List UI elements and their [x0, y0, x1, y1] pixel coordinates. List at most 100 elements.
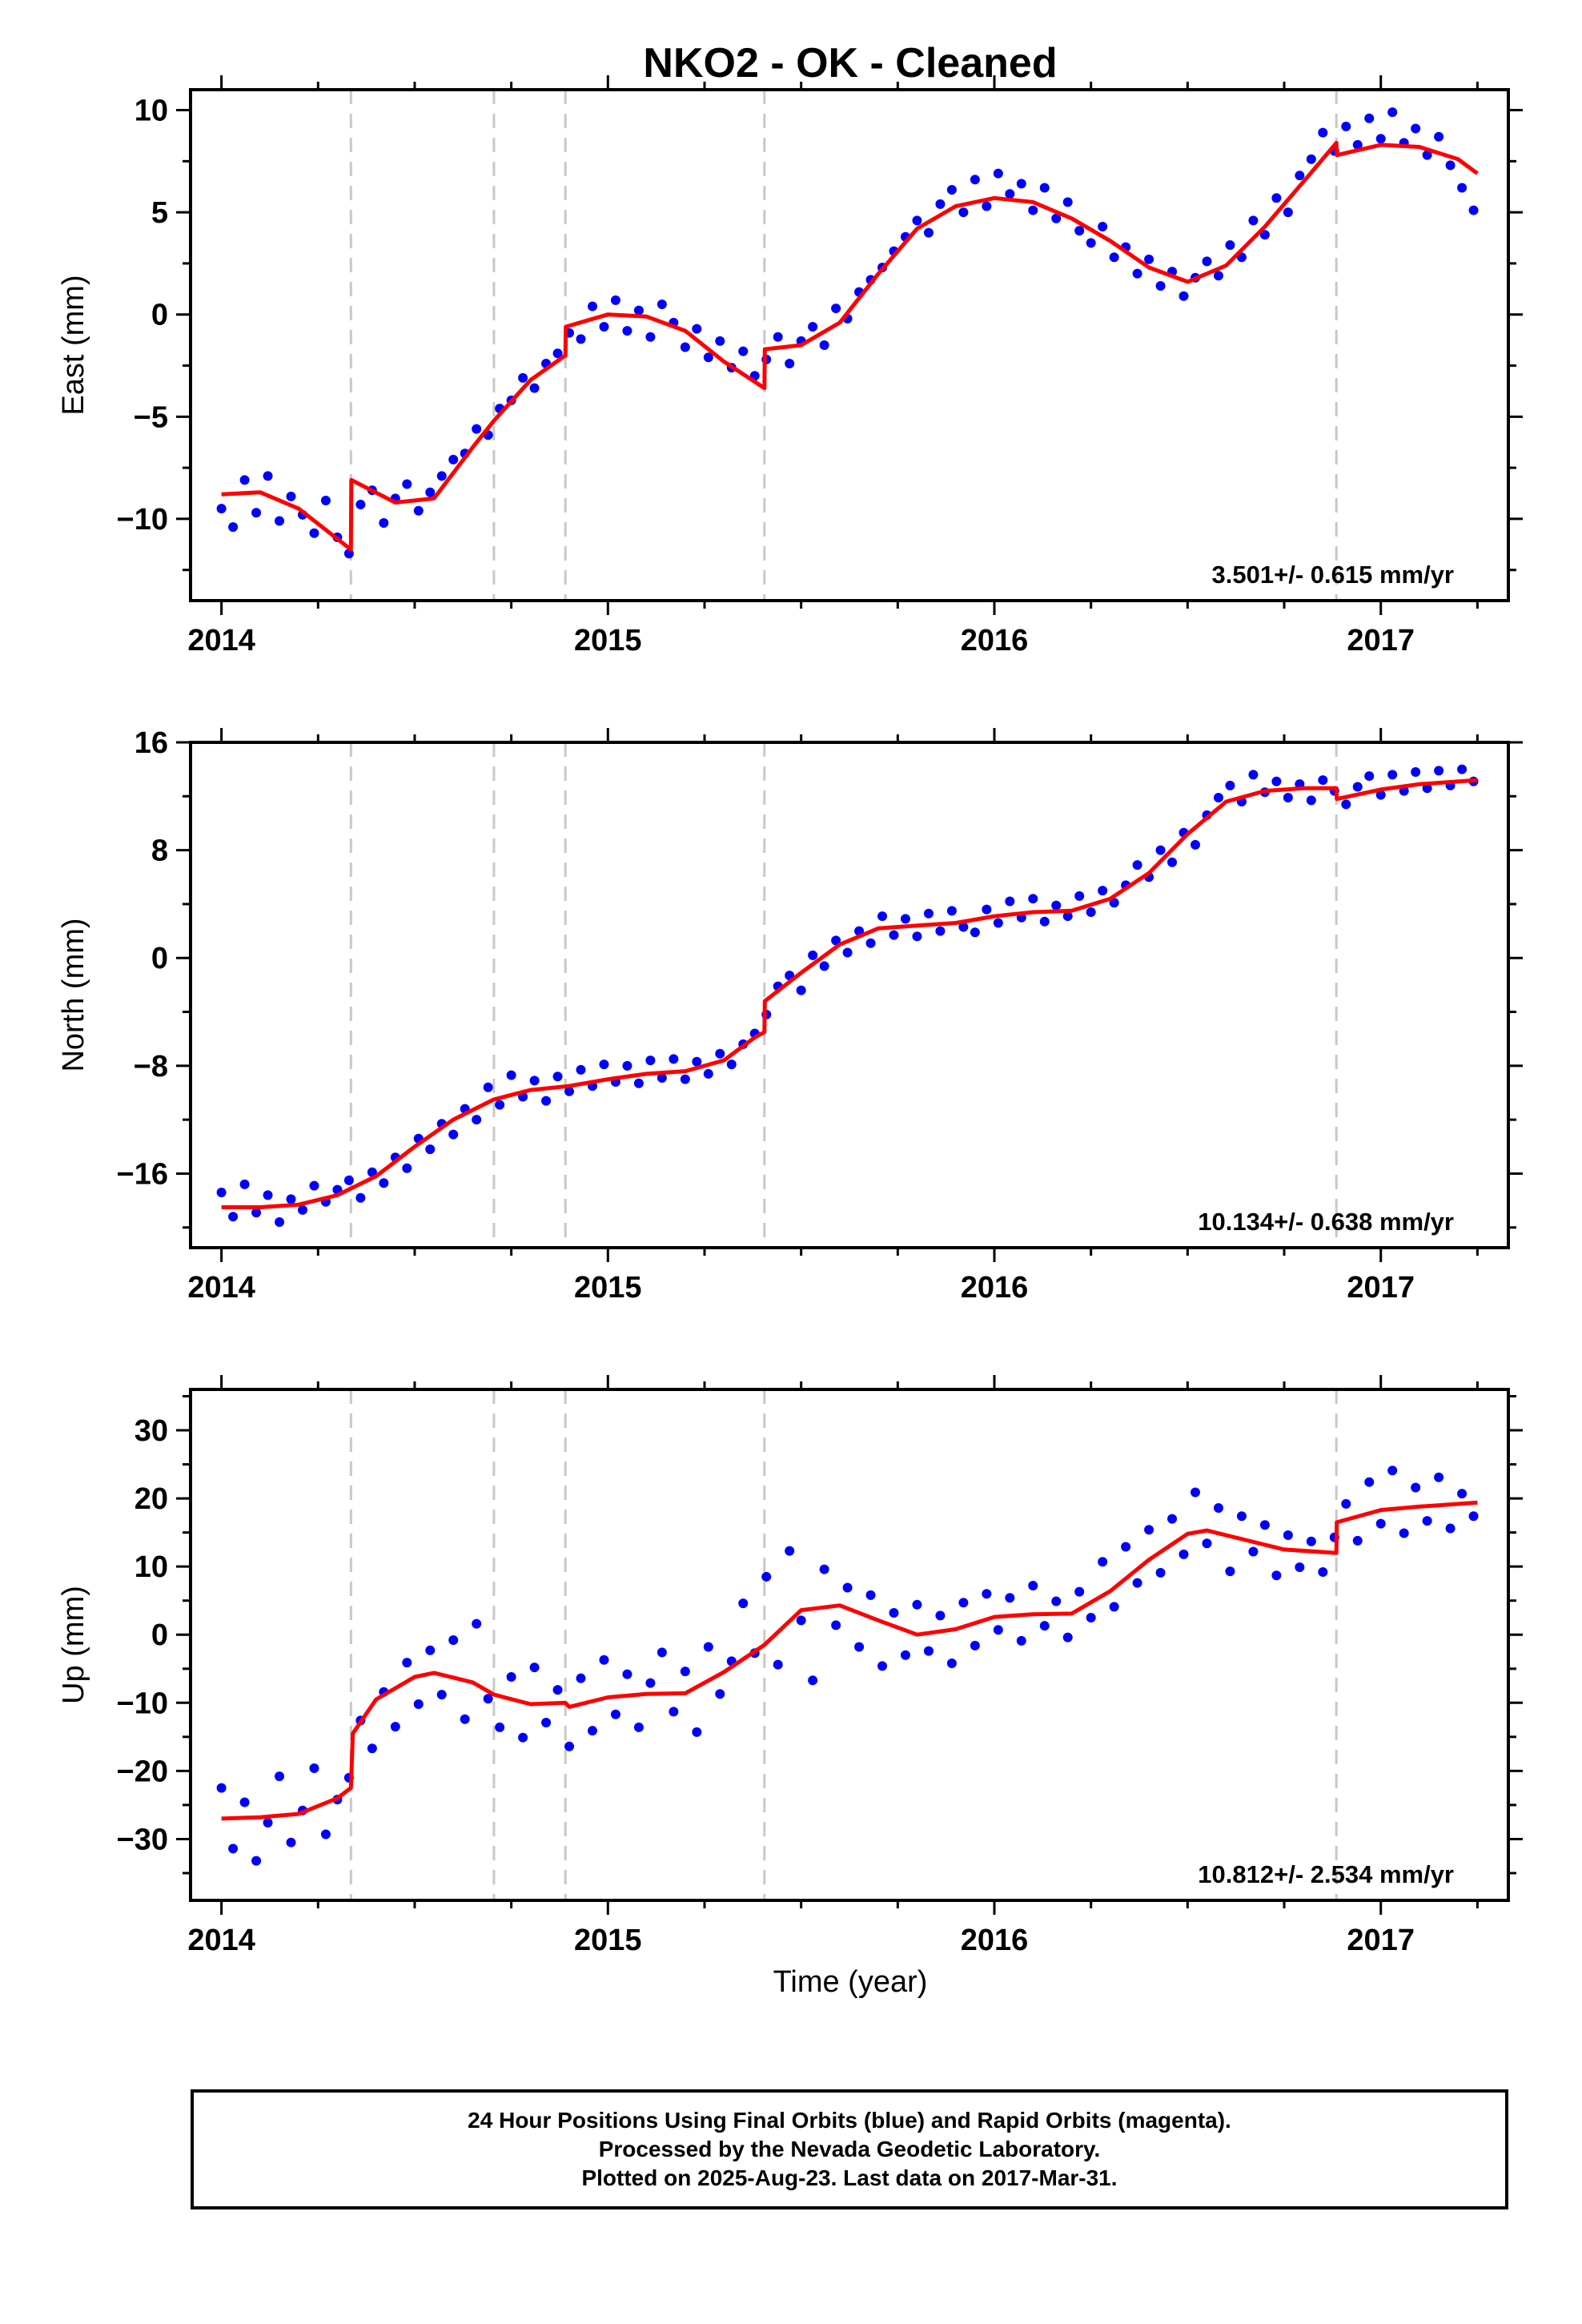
- daily-position-point: [946, 1658, 957, 1668]
- daily-position-point: [1352, 1535, 1363, 1546]
- daily-position-point: [1283, 792, 1293, 802]
- daily-position-point: [819, 961, 829, 971]
- daily-position-point: [982, 904, 992, 915]
- daily-position-point: [286, 1837, 296, 1848]
- daily-position-point: [1225, 239, 1235, 250]
- x-axis-label: Time (year): [773, 1965, 928, 1999]
- daily-position-point: [541, 1717, 552, 1727]
- daily-position-point: [576, 334, 586, 344]
- daily-position-point: [1144, 1525, 1154, 1535]
- daily-position-point: [275, 1771, 285, 1782]
- x-tick-label: 2014: [187, 1924, 255, 1957]
- daily-position-point: [1109, 1602, 1119, 1612]
- daily-position-point: [1457, 1489, 1468, 1499]
- daily-position-point: [379, 1178, 389, 1188]
- daily-position-point: [1341, 1498, 1351, 1509]
- daily-position-point: [1364, 771, 1375, 782]
- rate-annotation: 3.501+/- 0.615 mm/yr: [1212, 561, 1454, 589]
- daily-position-point: [518, 1732, 528, 1743]
- x-tick-label: 2016: [961, 1924, 1029, 1957]
- daily-position-point: [239, 1797, 250, 1807]
- daily-position-point: [402, 1658, 412, 1668]
- daily-position-point: [656, 299, 667, 309]
- daily-position-point: [1318, 1566, 1328, 1577]
- daily-position-point: [425, 487, 436, 497]
- daily-position-point: [819, 340, 829, 350]
- daily-position-point: [413, 1699, 424, 1710]
- daily-position-point: [472, 1618, 482, 1629]
- daily-position-point: [1074, 1586, 1085, 1597]
- daily-position-point: [1364, 1477, 1375, 1487]
- y-tick-label: 30: [135, 1414, 168, 1448]
- daily-position-point: [216, 504, 227, 514]
- daily-position-point: [1236, 1511, 1247, 1522]
- daily-position-point: [1039, 1621, 1050, 1631]
- y-axis-label: North (mm): [57, 918, 90, 1072]
- daily-position-point: [390, 1722, 400, 1732]
- y-tick-label: 10: [135, 94, 168, 128]
- daily-position-point: [495, 1722, 505, 1732]
- daily-position-point: [1062, 1632, 1073, 1642]
- y-tick-label: 16: [135, 726, 168, 760]
- daily-position-point: [645, 1678, 656, 1688]
- daily-position-point: [1005, 189, 1015, 199]
- daily-position-point: [413, 505, 424, 516]
- daily-position-point: [1109, 252, 1119, 263]
- daily-position-point: [958, 922, 969, 932]
- daily-position-point: [831, 1620, 841, 1630]
- y-tick-label: 0: [151, 1618, 168, 1652]
- daily-position-point: [958, 1598, 969, 1608]
- daily-position-point: [529, 383, 540, 393]
- daily-position-point: [982, 201, 992, 211]
- daily-position-point: [785, 358, 795, 368]
- daily-position-point: [1387, 107, 1398, 118]
- daily-position-point: [1074, 891, 1085, 901]
- daily-position-point: [796, 1615, 806, 1626]
- daily-position-point: [1144, 254, 1154, 264]
- daily-position-point: [309, 1180, 319, 1191]
- daily-position-point: [923, 227, 934, 238]
- daily-position-point: [343, 1175, 354, 1185]
- daily-position-point: [1098, 886, 1108, 896]
- daily-position-point: [1005, 896, 1015, 907]
- daily-position-point: [1445, 1523, 1456, 1534]
- daily-position-point: [599, 322, 609, 332]
- daily-position-point: [518, 372, 528, 383]
- daily-position-point: [1109, 898, 1119, 908]
- daily-position-point: [1422, 1516, 1432, 1526]
- daily-position-point: [900, 1650, 910, 1660]
- y-tick-label: −10: [117, 1687, 168, 1720]
- daily-position-point: [436, 471, 447, 481]
- daily-position-point: [1202, 256, 1212, 267]
- daily-position-point: [773, 1659, 783, 1670]
- daily-position-point: [564, 1741, 575, 1751]
- daily-position-point: [935, 199, 946, 209]
- daily-position-point: [460, 1714, 470, 1724]
- x-tick-label: 2017: [1347, 1271, 1415, 1305]
- daily-position-point: [1271, 776, 1282, 786]
- daily-position-point: [703, 352, 713, 363]
- daily-position-point: [692, 1727, 702, 1737]
- daily-position-point: [946, 185, 957, 195]
- daily-position-point: [1191, 1487, 1201, 1498]
- daily-position-point: [1086, 238, 1096, 248]
- daily-position-point: [1225, 1566, 1235, 1577]
- daily-position-point: [738, 346, 749, 356]
- daily-position-point: [576, 1673, 586, 1683]
- plot-frame: [189, 1388, 1510, 1902]
- daily-position-point: [865, 1590, 876, 1600]
- daily-position-point: [297, 1204, 307, 1215]
- daily-position-point: [633, 1078, 644, 1088]
- rate-annotation: 10.134+/- 0.638 mm/yr: [1198, 1208, 1454, 1236]
- daily-position-point: [645, 1055, 656, 1066]
- daily-position-point: [1411, 123, 1421, 134]
- footer-line-2: Processed by the Nevada Geodetic Laborat…: [598, 2137, 1101, 2161]
- daily-position-point: [1016, 1635, 1026, 1646]
- daily-position-point: [552, 1072, 563, 1082]
- daily-position-point: [1202, 1538, 1212, 1549]
- daily-position-point: [1155, 845, 1166, 855]
- daily-position-point: [993, 1625, 1003, 1635]
- daily-position-point: [738, 1598, 749, 1609]
- daily-position-point: [645, 332, 656, 342]
- daily-position-point: [495, 1100, 505, 1110]
